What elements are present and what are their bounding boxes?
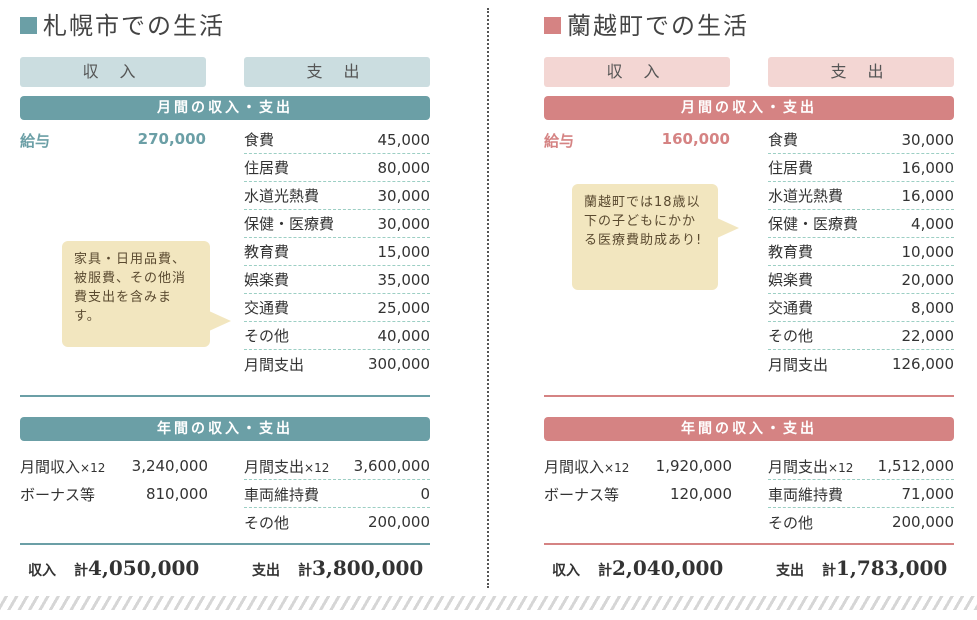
annual-row-monthly: 月間収入×12 1,920,000 月間支出×12 1,512,000 bbox=[544, 457, 954, 476]
row-divider bbox=[244, 479, 430, 480]
expense-row: その他 40,000 bbox=[244, 322, 430, 350]
annual-row-other: その他 200,000 bbox=[244, 513, 430, 532]
bubble-tail bbox=[717, 218, 739, 238]
expense-header: 支 出 bbox=[768, 57, 954, 87]
row-divider bbox=[768, 507, 954, 508]
annual-row-bonus: ボーナス等 120,000 車両維持費 71,000 bbox=[544, 485, 954, 504]
panel-title: 札幌市での生活 bbox=[20, 6, 225, 41]
expense-list: 食費 30,000 住居費 16,000 水道光熱費 16,000 保健・医療費 4,0… bbox=[768, 126, 954, 378]
total-expense: 支出 計3,800,000 bbox=[252, 556, 424, 580]
expense-row: 保健・医療費 4,000 bbox=[768, 210, 954, 238]
annual-banner: 年間の収入・支出 bbox=[544, 417, 954, 441]
panel-title: 蘭越町での生活 bbox=[544, 6, 749, 41]
sapporo-panel: 札幌市での生活 収 入 支 出 月間の収入・支出 給与 270,000 食費 45… bbox=[20, 0, 430, 590]
total-separator bbox=[544, 543, 954, 545]
monthly-separator bbox=[20, 395, 430, 397]
annual-banner: 年間の収入・支出 bbox=[20, 417, 430, 441]
expense-row: 食費 45,000 bbox=[244, 126, 430, 154]
expense-row: 住居費 16,000 bbox=[768, 154, 954, 182]
rankoshi-panel: 蘭越町での生活 収 入 支 出 月間の収入・支出 給与 160,000 食費 30… bbox=[544, 0, 954, 590]
salary-value: 270,000 bbox=[137, 130, 206, 148]
total-separator bbox=[20, 543, 430, 545]
annual-row-bonus: ボーナス等 810,000 車両維持費 0 bbox=[20, 485, 430, 504]
bubble-tail bbox=[209, 311, 231, 331]
salary-label: 給与 bbox=[20, 132, 51, 150]
panel-divider bbox=[487, 8, 489, 588]
monthly-banner: 月間の収入・支出 bbox=[544, 96, 954, 120]
total-income: 収入 計2,040,000 bbox=[552, 556, 724, 580]
row-divider bbox=[244, 507, 430, 508]
title-square-icon bbox=[544, 17, 561, 34]
total-income: 収入 計4,050,000 bbox=[28, 556, 200, 580]
total-expense: 支出 計1,783,000 bbox=[776, 556, 948, 580]
row-divider bbox=[768, 479, 954, 480]
expense-row: 教育費 10,000 bbox=[768, 238, 954, 266]
expense-row: 教育費 15,000 bbox=[244, 238, 430, 266]
monthly-banner: 月間の収入・支出 bbox=[20, 96, 430, 120]
note-bubble: 蘭越町では18歳以下の子どもにかかる医療費助成あり! bbox=[572, 184, 739, 290]
income-header: 収 入 bbox=[544, 57, 730, 87]
salary-value: 160,000 bbox=[661, 130, 730, 148]
expense-list: 食費 45,000 住居費 80,000 水道光熱費 30,000 保健・医療費 30,… bbox=[244, 126, 430, 378]
expense-row: 水道光熱費 16,000 bbox=[768, 182, 954, 210]
expense-row-total: 月間支出 126,000 bbox=[768, 355, 954, 374]
annual-row-other: その他 200,000 bbox=[768, 513, 954, 532]
expense-row-total: 月間支出 300,000 bbox=[244, 355, 430, 374]
expense-row: 住居費 80,000 bbox=[244, 154, 430, 182]
bottom-hatch-border bbox=[0, 596, 977, 610]
expense-row: 食費 30,000 bbox=[768, 126, 954, 154]
income-header: 収 入 bbox=[20, 57, 206, 87]
note-bubble: 家具・日用品費、被服費、その他消費支出を含みます。 bbox=[62, 241, 231, 347]
monthly-separator bbox=[544, 395, 954, 397]
expense-row: 交通費 25,000 bbox=[244, 294, 430, 322]
expense-row: その他 22,000 bbox=[768, 322, 954, 350]
title-square-icon bbox=[20, 17, 37, 34]
expense-row: 娯楽費 20,000 bbox=[768, 266, 954, 294]
expense-row: 保健・医療費 30,000 bbox=[244, 210, 430, 238]
expense-header: 支 出 bbox=[244, 57, 430, 87]
expense-row: 交通費 8,000 bbox=[768, 294, 954, 322]
annual-row-monthly: 月間収入×12 3,240,000 月間支出×12 3,600,000 bbox=[20, 457, 430, 476]
expense-row: 水道光熱費 30,000 bbox=[244, 182, 430, 210]
salary-label: 給与 bbox=[544, 132, 575, 150]
expense-row: 娯楽費 35,000 bbox=[244, 266, 430, 294]
